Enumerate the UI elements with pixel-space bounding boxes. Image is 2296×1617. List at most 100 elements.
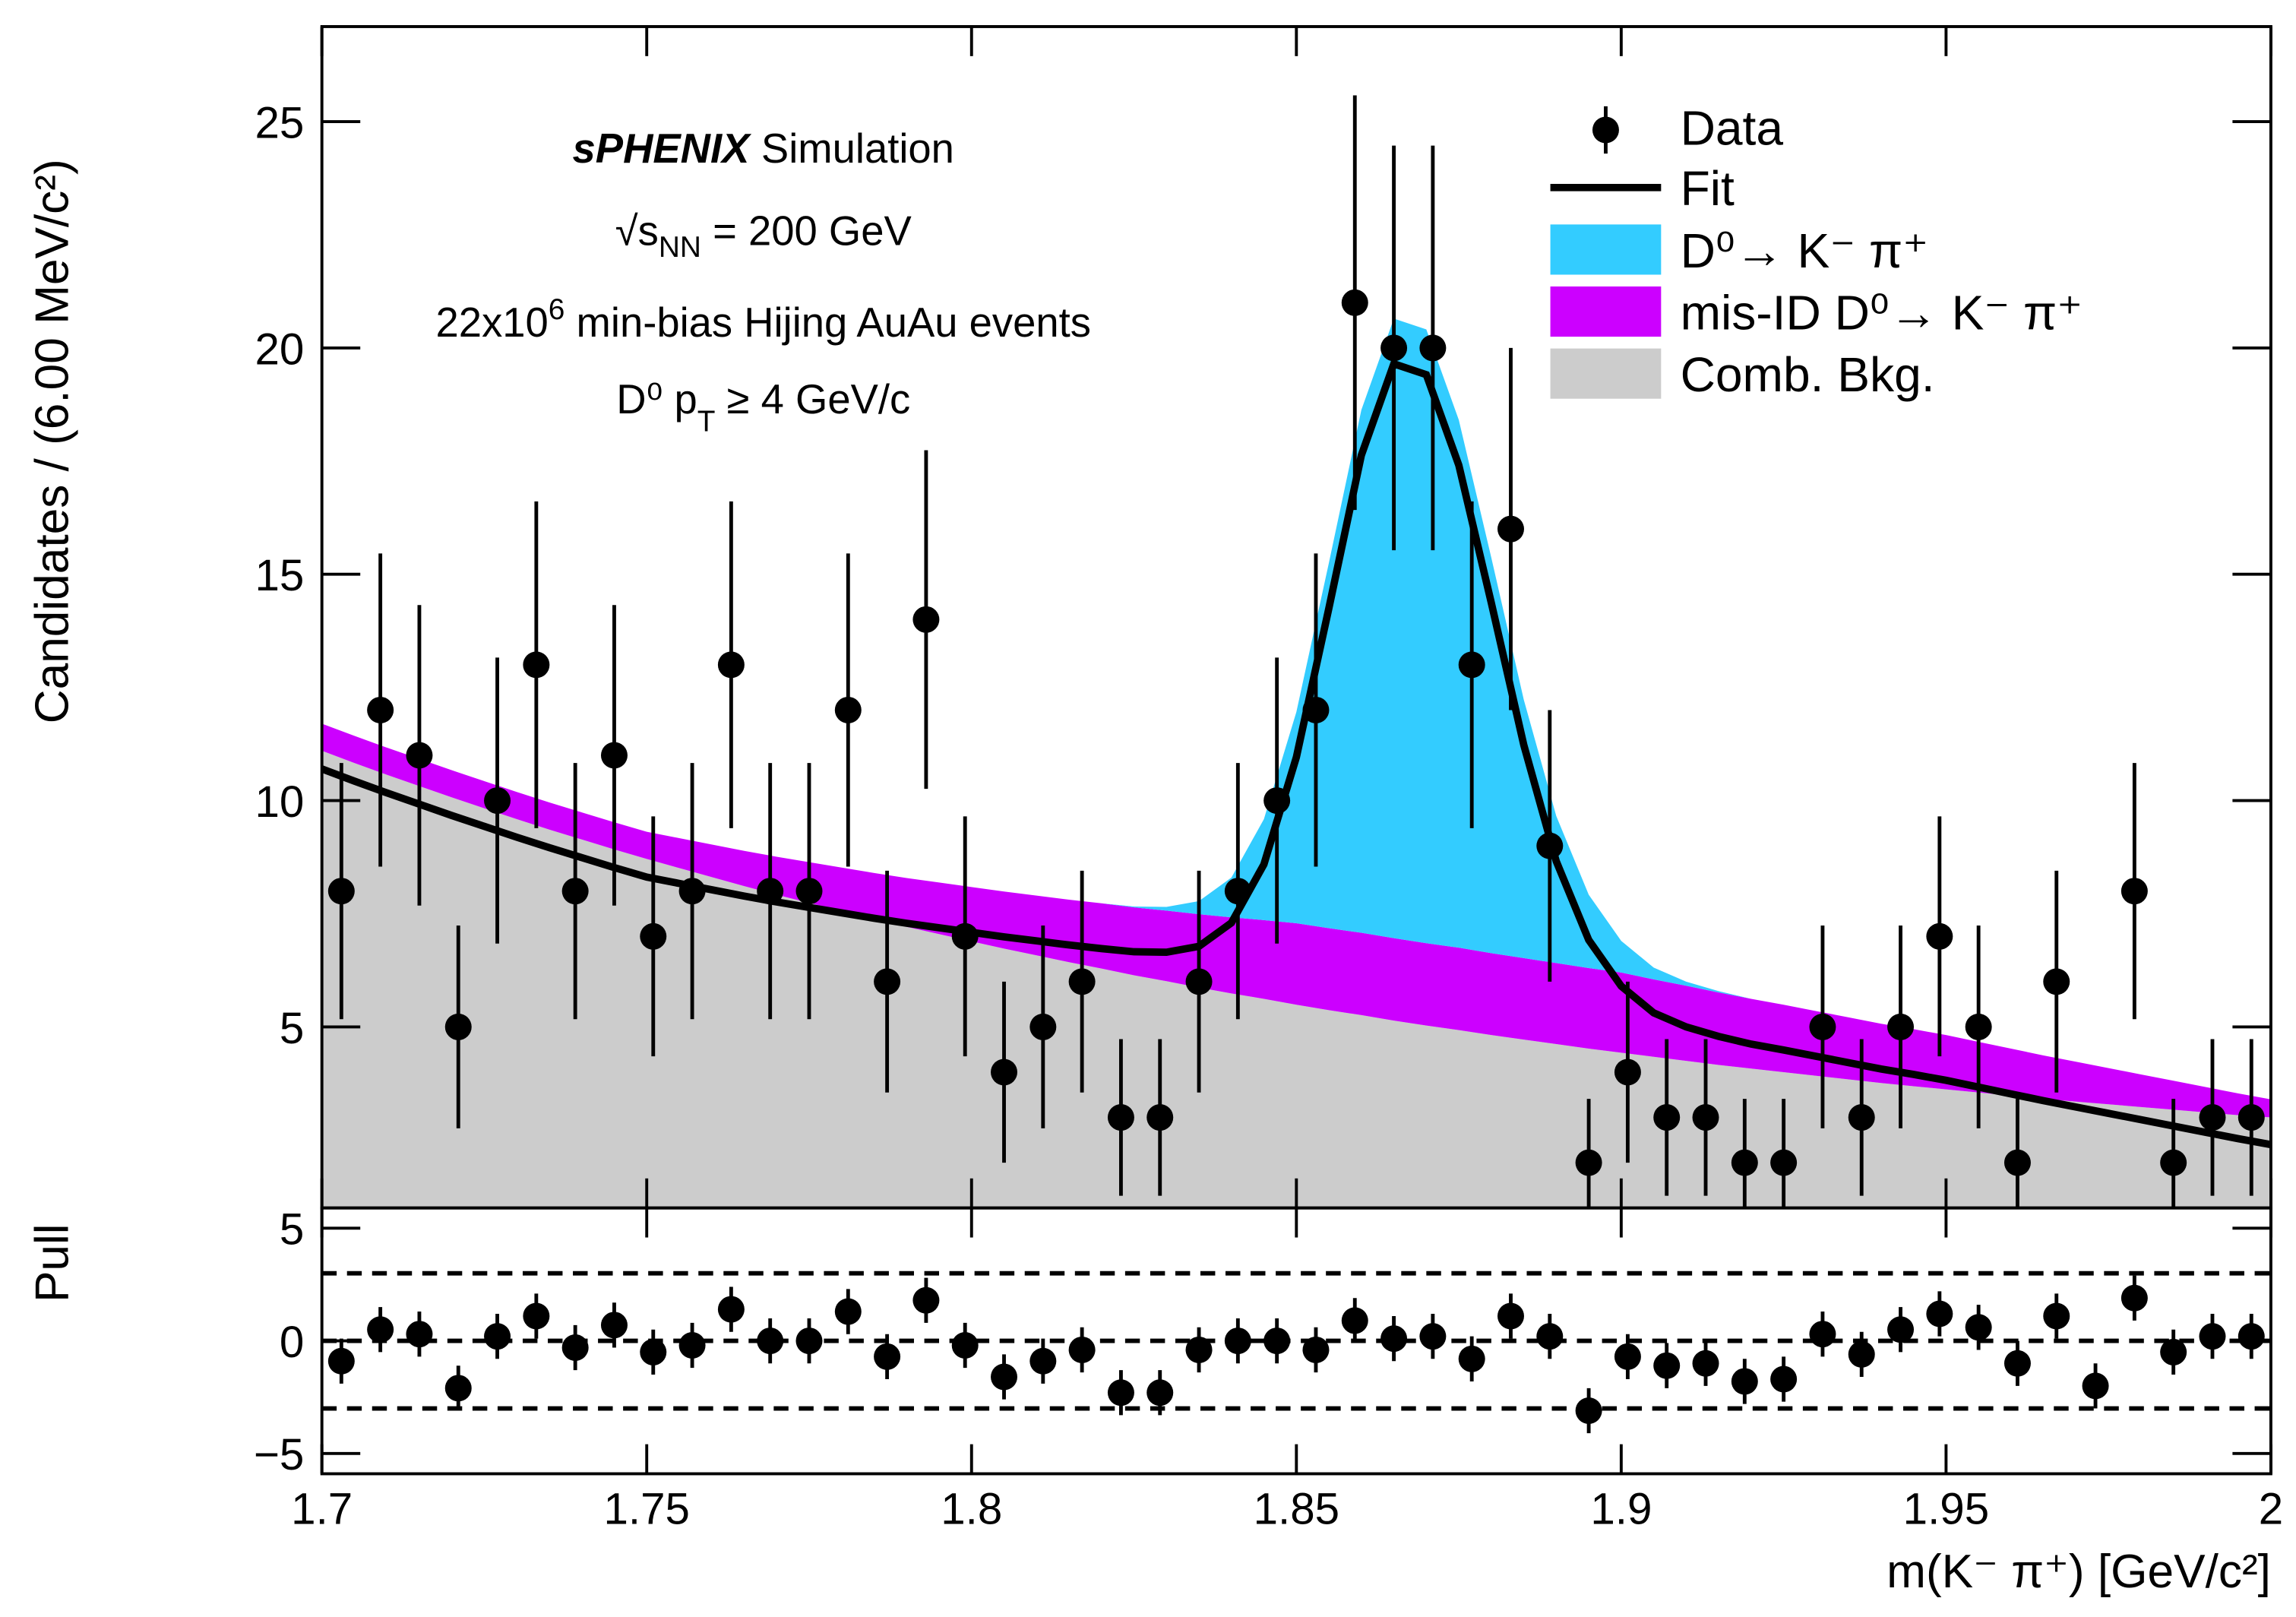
y-tick-label: 5: [280, 1205, 304, 1255]
data-point: [1458, 651, 1485, 679]
data-point: [1497, 1302, 1524, 1330]
data-point: [874, 1343, 901, 1370]
energy-value: = 200 GeV: [701, 208, 912, 255]
energy-sqrt: √s: [615, 208, 659, 255]
data-point: [1926, 1300, 1953, 1327]
data-point: [1146, 1379, 1174, 1407]
data-point: [2043, 1302, 2070, 1330]
x-axis-label: m(K⁻ π⁺) [GeV/c²]: [1886, 1546, 2271, 1598]
legend-label: Data: [1681, 100, 1784, 155]
data-point: [951, 1332, 979, 1359]
data-point: [600, 1312, 628, 1339]
data-point: [678, 1332, 706, 1359]
x-tick-label: 1.7: [291, 1485, 353, 1534]
data-point: [1380, 334, 1408, 362]
data-point: [1653, 1104, 1681, 1131]
data-point: [523, 651, 550, 679]
data-point: [1614, 1058, 1641, 1086]
cut-base: D⁰ p: [616, 376, 697, 422]
data-point: [2003, 1350, 2031, 1377]
y-tick-label: 20: [255, 324, 304, 374]
data-point: [1185, 968, 1213, 995]
data-point: [1029, 1013, 1057, 1040]
data-point: [1380, 1325, 1408, 1353]
data-point: [912, 606, 940, 633]
data-point: [834, 1298, 862, 1325]
data-point: [1185, 1336, 1213, 1363]
data-point: [1068, 1336, 1096, 1363]
data-point: [1770, 1365, 1798, 1393]
y-axis-label: Pull: [26, 1223, 78, 1302]
data-point: [1224, 878, 1251, 905]
data-point: [795, 878, 823, 905]
data-point: [1848, 1340, 1875, 1368]
data-point: [717, 651, 745, 679]
data-point: [1224, 1327, 1251, 1355]
data-point: [444, 1375, 472, 1402]
data-point: [757, 878, 784, 905]
data-point: [1146, 1104, 1174, 1131]
data-point: [1263, 1327, 1291, 1355]
data-point: [2237, 1104, 2265, 1131]
legend-label: Comb. Bkg.: [1681, 347, 1935, 402]
data-point: [2160, 1338, 2187, 1365]
events-exp: 6: [549, 293, 565, 326]
data-point: [600, 742, 628, 769]
legend-swatch: [1550, 224, 1662, 275]
annotation: √sNN = 200 GeV: [615, 208, 912, 264]
data-point: [757, 1327, 784, 1355]
x-tick-label: 1.75: [603, 1485, 689, 1534]
legend-swatch: [1550, 348, 1662, 399]
data-point: [991, 1058, 1018, 1086]
data-point: [678, 878, 706, 905]
data-point: [1341, 1307, 1368, 1334]
data-point: [2120, 1284, 2148, 1312]
upper-plot: [321, 95, 2271, 1208]
data-point: [367, 1316, 394, 1343]
data-point: [561, 1334, 589, 1361]
data-point: [1068, 968, 1096, 995]
data-point: [523, 1302, 550, 1330]
legend-label: D⁰→ K⁻ π⁺: [1681, 223, 1928, 278]
cut-value: ≥ 4 GeV/c: [716, 376, 911, 422]
fit-line: [321, 359, 2271, 1149]
data-point: [1926, 922, 1953, 950]
data-point: [2199, 1104, 2226, 1131]
y-tick-label: 10: [255, 777, 304, 827]
data-point: [2160, 1149, 2187, 1176]
data-point: [2120, 878, 2148, 905]
data-point: [2043, 968, 2070, 995]
data-point: [1575, 1397, 1602, 1424]
data-point: [991, 1363, 1018, 1391]
data-point: [484, 787, 511, 815]
legend-label: Fit: [1681, 161, 1735, 216]
data-point: [1419, 334, 1447, 362]
data-point: [1692, 1350, 1719, 1377]
x-tick-label: 1.95: [1903, 1485, 1989, 1534]
y-axis-label: Candidates / (6.00 MeV/c²): [26, 159, 78, 723]
data-point: [1419, 1323, 1447, 1350]
label: Simulation: [761, 125, 954, 172]
data-point: [912, 1286, 940, 1314]
data-point: [1887, 1316, 1915, 1343]
data-point: [2003, 1149, 2031, 1176]
annotation: D⁰ pT ≥ 4 GeV/c: [616, 376, 910, 438]
cut-sub: T: [697, 405, 716, 438]
data-point: [1809, 1321, 1836, 1348]
data-point: [1731, 1368, 1758, 1395]
data-point: [1809, 1013, 1836, 1040]
data-point: [951, 922, 979, 950]
data-point: [1965, 1314, 1992, 1341]
area: [321, 723, 2271, 1118]
data-point: [406, 742, 433, 769]
data-point: [1341, 289, 1368, 316]
y-tick-label: 0: [280, 1318, 304, 1367]
data-point: [1536, 1323, 1564, 1350]
data-point: [406, 1321, 433, 1348]
data-point: [2199, 1323, 2226, 1350]
data-point: [640, 1338, 667, 1365]
data-point: [1653, 1352, 1681, 1379]
data-point: [1302, 1336, 1330, 1363]
